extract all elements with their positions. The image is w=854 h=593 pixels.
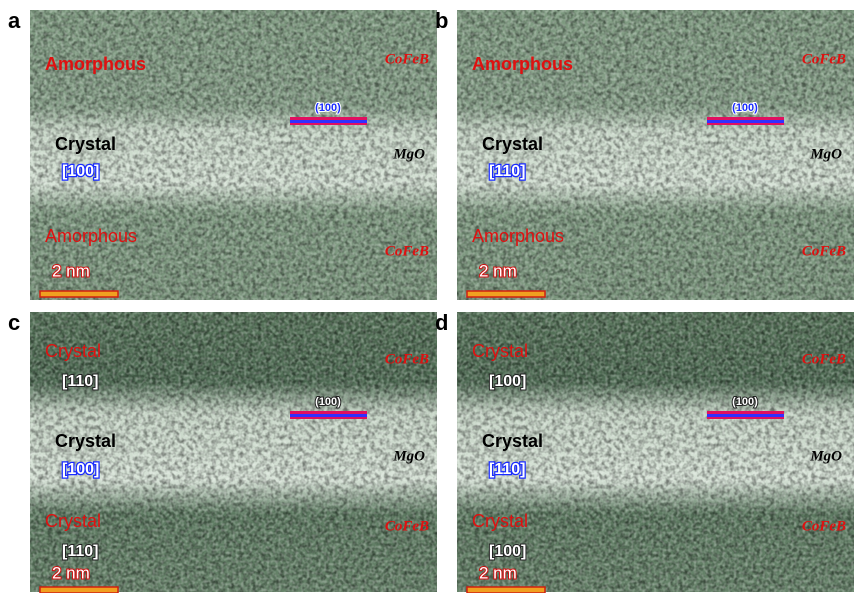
material-label: MgO	[392, 448, 425, 464]
scale-label: 2 nm	[52, 261, 90, 280]
axis-label: [100]	[62, 461, 99, 478]
panel-label: a	[8, 8, 21, 33]
material-label: CoFeB	[802, 243, 846, 259]
phase-label: Crystal	[55, 134, 116, 154]
panel: Crystal [110] CoFeB (100) Crystal [100] MgO Cry…	[30, 312, 437, 593]
scale-label: 2 nm	[479, 261, 517, 280]
material-label: CoFeB	[385, 518, 429, 534]
material-label: CoFeB	[385, 243, 429, 259]
material-label: MgO	[809, 448, 842, 464]
panel: Crystal [100] CoFeB (100) Crystal [110] MgO Cry…	[457, 312, 854, 593]
plane-bar	[290, 117, 367, 120]
phase-label: Amorphous	[472, 54, 573, 74]
material-label: MgO	[392, 146, 425, 162]
panel: Amorphous CoFeB (100) Crystal [100] MgO Amorph…	[30, 10, 437, 300]
panel: Amorphous CoFeB (100) Crystal [110] MgO Amorph…	[457, 10, 854, 300]
plane-bar	[707, 417, 784, 419]
plane-bar	[290, 414, 367, 417]
panel-label: c	[8, 310, 20, 335]
plane-bar	[290, 411, 367, 414]
plane-label: (100)	[732, 102, 758, 114]
phase-label: Crystal	[482, 431, 543, 451]
plane-bar	[707, 120, 784, 123]
material-label: CoFeB	[802, 518, 846, 534]
phase-label: Amorphous	[472, 226, 564, 246]
axis-label: [110]	[489, 163, 525, 180]
axis-label: [100]	[489, 373, 526, 390]
material-label: MgO	[809, 146, 842, 162]
figure: AmorphousCoFeB(100)Crystal[100]MgOAmorph…	[0, 0, 854, 593]
panel-label: d	[435, 310, 448, 335]
scale-bar	[40, 291, 118, 297]
panel-label: b	[435, 8, 448, 33]
plane-bar	[707, 414, 784, 417]
scale-label: 2 nm	[52, 563, 90, 582]
scale-bar	[467, 587, 545, 593]
plane-bar	[290, 417, 367, 419]
axis-label: [110]	[62, 543, 98, 560]
scale-bar	[467, 291, 545, 297]
axis-label: [100]	[489, 543, 526, 560]
material-label: CoFeB	[802, 351, 846, 367]
phase-label: Crystal	[472, 511, 528, 531]
phase-label: Crystal	[472, 341, 528, 361]
scale-label: 2 nm	[479, 563, 517, 582]
scale-bar	[40, 587, 118, 593]
plane-bar	[707, 411, 784, 414]
plane-bar	[707, 123, 784, 125]
phase-label: Crystal	[482, 134, 543, 154]
axis-label: [110]	[489, 461, 525, 478]
material-label: CoFeB	[802, 51, 846, 67]
phase-label: Crystal	[55, 431, 116, 451]
axis-label: [100]	[62, 163, 99, 180]
phase-label: Amorphous	[45, 54, 146, 74]
plane-label: (100)	[315, 102, 341, 114]
plane-bar	[290, 120, 367, 123]
phase-label: Crystal	[45, 511, 101, 531]
phase-label: Crystal	[45, 341, 101, 361]
plane-bar	[290, 123, 367, 125]
plane-label: (100)	[732, 396, 758, 408]
axis-label: [110]	[62, 373, 98, 390]
plane-bar	[707, 117, 784, 120]
plane-label: (100)	[315, 396, 341, 408]
phase-label: Amorphous	[45, 226, 137, 246]
material-label: CoFeB	[385, 51, 429, 67]
material-label: CoFeB	[385, 351, 429, 367]
